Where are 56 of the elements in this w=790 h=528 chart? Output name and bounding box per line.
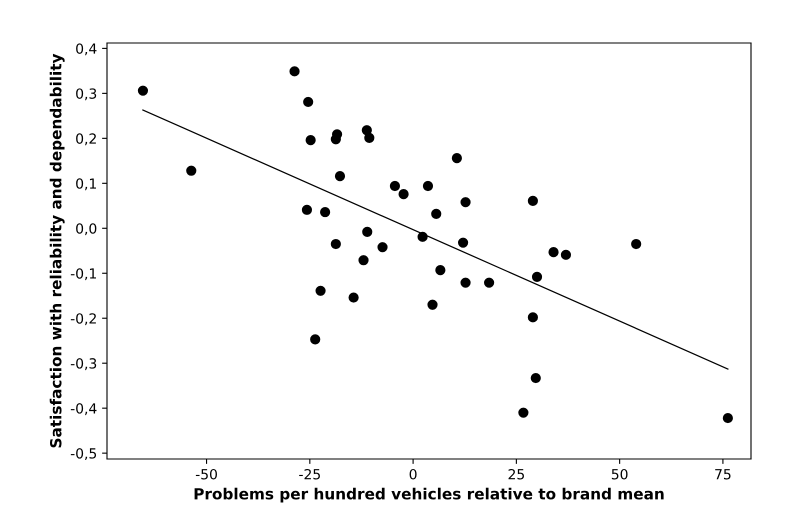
y-tick-label: -0,1 bbox=[70, 268, 96, 280]
point bbox=[435, 265, 446, 276]
point bbox=[289, 66, 300, 76]
point bbox=[398, 189, 409, 200]
point bbox=[330, 134, 341, 144]
point bbox=[377, 242, 388, 252]
y-tick-label: -0,5 bbox=[70, 448, 96, 460]
point bbox=[320, 207, 330, 218]
x-axis-title: Problems per hundred vehicles relative to brand mean bbox=[194, 488, 664, 503]
point bbox=[310, 334, 320, 344]
point bbox=[302, 204, 312, 215]
point bbox=[348, 292, 359, 303]
point bbox=[528, 312, 538, 322]
point bbox=[532, 272, 542, 282]
y-tick-label: -0,4 bbox=[70, 403, 96, 416]
y-tick-label: 0,0 bbox=[76, 223, 96, 236]
point bbox=[548, 247, 559, 258]
point bbox=[484, 278, 494, 288]
y-tick-label: 0,1 bbox=[76, 178, 96, 190]
x-tick-label: -25 bbox=[299, 468, 320, 480]
point bbox=[530, 372, 541, 384]
point bbox=[306, 135, 316, 146]
point bbox=[458, 238, 468, 248]
point bbox=[427, 300, 438, 310]
point bbox=[722, 412, 733, 424]
point bbox=[364, 132, 374, 143]
point bbox=[138, 86, 148, 96]
y-tick-label: 0,3 bbox=[76, 88, 96, 100]
y-tick-label: -0,2 bbox=[70, 313, 96, 326]
y-tick-label: 0,4 bbox=[76, 43, 96, 56]
point bbox=[330, 238, 341, 250]
point bbox=[303, 96, 314, 107]
x-tick-label: -50 bbox=[196, 468, 217, 480]
point bbox=[452, 153, 462, 164]
y-axis-title: Satisfaction with reliability and dependability bbox=[50, 54, 65, 448]
point bbox=[390, 180, 400, 192]
x-tick-label: 75 bbox=[715, 469, 731, 480]
point bbox=[186, 166, 196, 176]
point bbox=[528, 196, 538, 206]
x-tick-label: 0 bbox=[410, 468, 417, 480]
point bbox=[460, 197, 471, 208]
point bbox=[518, 408, 528, 418]
point bbox=[358, 255, 369, 266]
x-tick-label: 25 bbox=[508, 468, 524, 480]
point bbox=[334, 171, 346, 182]
point bbox=[560, 250, 572, 260]
y-tick-label: 0,2 bbox=[76, 133, 96, 146]
point bbox=[418, 232, 428, 242]
point bbox=[362, 226, 372, 237]
y-tick-label: -0,3 bbox=[70, 358, 96, 370]
point bbox=[422, 180, 434, 192]
point bbox=[431, 208, 442, 219]
x-tick-label: 50 bbox=[612, 468, 628, 480]
point bbox=[315, 286, 326, 296]
point bbox=[460, 278, 471, 288]
point bbox=[631, 238, 642, 250]
